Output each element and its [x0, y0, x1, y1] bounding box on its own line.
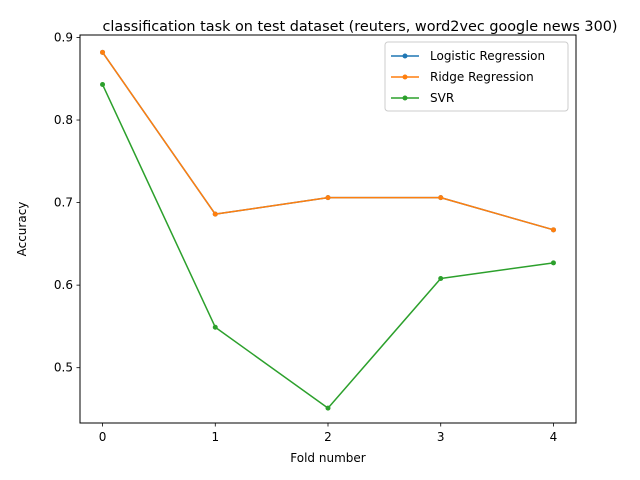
- series-layer: [100, 49, 556, 411]
- legend-item: SVR: [391, 91, 454, 105]
- legend-item: Logistic Regression: [391, 49, 545, 63]
- x-tick-label: 1: [211, 430, 219, 444]
- legend: Logistic Regression Ridge Regression SVR: [384, 41, 569, 112]
- data-point: [438, 276, 444, 282]
- legend-item: Ridge Regression: [391, 70, 534, 84]
- data-point: [325, 195, 331, 201]
- data-point: [100, 82, 106, 88]
- x-tick-label: 0: [99, 430, 107, 444]
- data-point: [438, 195, 444, 201]
- y-tick-label: 0.6: [54, 278, 73, 292]
- data-point: [550, 227, 556, 233]
- legend-marker: [402, 74, 408, 80]
- data-point: [100, 49, 106, 55]
- y-tick-label: 0.5: [54, 361, 73, 375]
- y-tick-label: 0.7: [54, 196, 73, 210]
- x-axis: 0 1 2 3 4: [99, 423, 558, 444]
- legend-marker: [402, 53, 408, 59]
- legend-label: Ridge Regression: [430, 70, 534, 84]
- chart-title: classification task on test dataset (reu…: [102, 19, 617, 35]
- y-tick-label: 0.9: [54, 30, 73, 44]
- series-ridge-regression: [100, 49, 556, 233]
- x-tick-label: 2: [324, 430, 332, 444]
- x-tick-label: 4: [550, 430, 558, 444]
- series-svr: [100, 82, 556, 411]
- x-axis-label: Fold number: [290, 451, 365, 465]
- data-point: [550, 260, 556, 266]
- y-axis-label: Accuracy: [15, 202, 29, 257]
- x-tick-label: 3: [437, 430, 445, 444]
- data-point: [212, 324, 218, 330]
- series-line: [101, 84, 554, 409]
- legend-label: SVR: [430, 91, 454, 105]
- data-point: [212, 211, 218, 217]
- legend-marker: [402, 95, 408, 101]
- data-point: [325, 405, 331, 411]
- legend-box: [384, 41, 569, 112]
- y-axis: 0.5 0.6 0.7 0.8 0.9: [54, 30, 80, 375]
- legend-label: Logistic Regression: [430, 49, 545, 63]
- y-tick-label: 0.8: [54, 113, 73, 127]
